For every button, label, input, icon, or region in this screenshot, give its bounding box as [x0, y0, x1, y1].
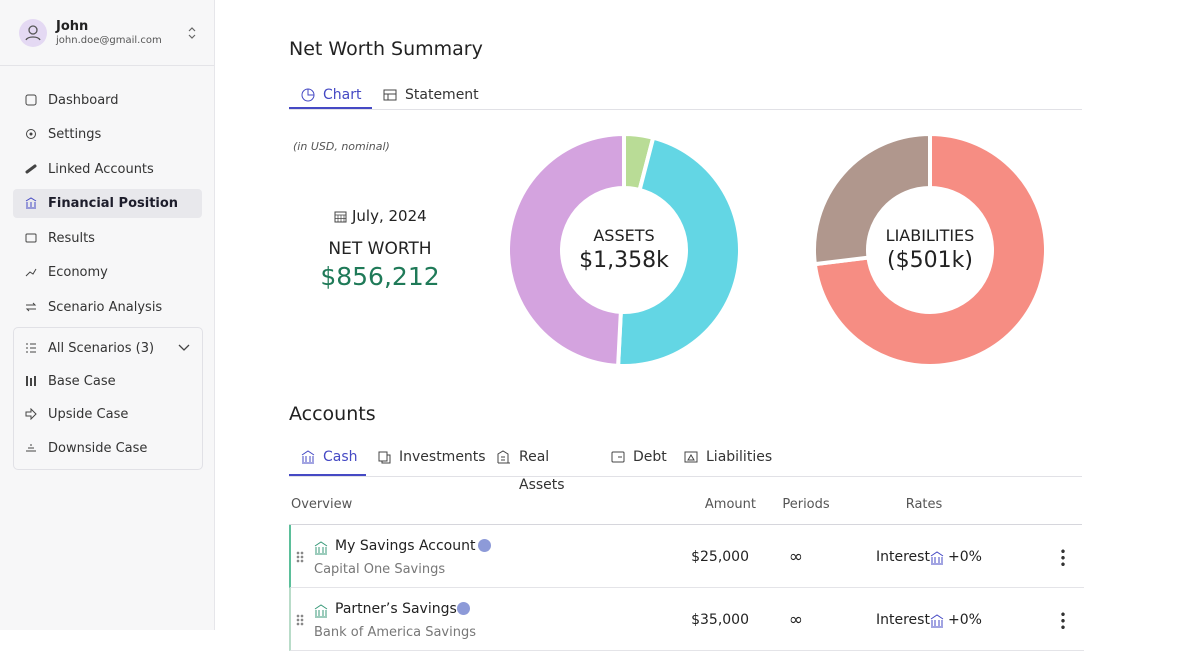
active-tab-underline — [289, 107, 372, 109]
periods: ∞ — [788, 547, 804, 567]
avatar — [19, 19, 47, 47]
nav-item[interactable]: Dashboard — [13, 86, 202, 115]
date: July, 2024 — [352, 207, 427, 225]
rate: +0% — [948, 549, 982, 565]
nav-label: Financial Position — [48, 196, 179, 211]
scenario-box — [13, 327, 203, 470]
currency-note: (in USD, nominal) — [293, 140, 390, 153]
account-name: My Savings Account — [335, 538, 476, 554]
nav-label: Linked Accounts — [48, 162, 154, 177]
active-tab-underline — [289, 474, 366, 476]
net-worth-label: NET WORTH — [328, 239, 432, 259]
donut-segment — [812, 131, 932, 267]
scenario-item[interactable]: Downside Case — [13, 434, 202, 463]
bank-icon — [314, 603, 328, 622]
account-name: Partner’s Savings — [335, 601, 457, 617]
scenario-label: Upside Case — [48, 407, 129, 422]
nav-label: Economy — [48, 265, 108, 280]
nav-item[interactable]: Economy — [13, 258, 202, 287]
nav-item[interactable]: Results — [13, 224, 202, 253]
column-header: Rates — [905, 497, 943, 512]
scenario-header[interactable]: All Scenarios (3) — [13, 334, 202, 363]
rate-icon — [930, 613, 944, 632]
liabilities-total: ($501k) — [887, 248, 973, 273]
bank-icon — [314, 540, 328, 559]
calendar-icon — [334, 211, 347, 223]
liabilities-label: LIABILITIES — [885, 226, 975, 245]
column-header: Periods — [782, 497, 830, 512]
donut-segment — [615, 135, 742, 368]
nav-label: Dashboard — [48, 93, 119, 108]
scenario-item[interactable]: Base Case — [13, 367, 202, 396]
rate-label: Interest — [876, 549, 930, 565]
assets-label: ASSETS — [593, 226, 655, 245]
amount: $35,000 — [691, 612, 749, 628]
row-menu[interactable] — [1061, 611, 1065, 629]
nav-item[interactable]: Financial Position — [13, 189, 202, 218]
nav-label: Settings — [48, 127, 102, 142]
tab-divider — [289, 476, 1082, 477]
institution: Capital One Savings — [314, 562, 446, 577]
nav-item[interactable]: Scenario Analysis — [13, 293, 202, 322]
donut-segment — [812, 131, 1048, 368]
expand-icon[interactable] — [178, 344, 190, 352]
row-menu[interactable] — [1061, 548, 1065, 566]
rate: +0% — [948, 612, 982, 628]
rate-label: Interest — [876, 612, 930, 628]
user-email[interactable]: john.doe@gmail.com — [56, 35, 162, 46]
tab-label: Cash — [323, 449, 358, 465]
summary-title: Net Worth Summary — [289, 38, 483, 60]
tab-label: Chart — [323, 87, 362, 103]
accounts-title: Accounts — [289, 403, 376, 425]
owner-icon — [478, 539, 491, 552]
nav-label: Scenario Analysis — [48, 300, 163, 315]
user-name: John — [56, 19, 89, 34]
nav-label: Results — [48, 231, 95, 246]
donut-charts — [506, 131, 1048, 368]
scenario-item[interactable]: Upside Case — [13, 400, 202, 429]
scenario-header-label: All Scenarios (3) — [48, 341, 155, 356]
tab-label: Statement — [405, 87, 479, 103]
scenario-label: Base Case — [48, 374, 116, 389]
institution: Bank of America Savings — [314, 625, 476, 640]
owner-icon — [457, 602, 470, 615]
amount: $25,000 — [691, 549, 749, 565]
scenario-label: Downside Case — [48, 441, 148, 456]
column-header: Overview — [291, 497, 353, 512]
assets-total: $1,358k — [579, 248, 669, 273]
tab-divider — [289, 109, 1082, 110]
sidebar: John john.doe@gmail.com Dashboard Settin… — [0, 0, 215, 630]
header-divider — [289, 524, 1082, 525]
divider — [0, 65, 214, 66]
nav-item[interactable]: Settings — [13, 120, 202, 149]
rate-icon — [930, 550, 944, 569]
tab-label: Real Assets — [519, 449, 565, 493]
tab-label: Liabilities — [706, 449, 773, 465]
periods: ∞ — [788, 610, 804, 630]
chevron[interactable] — [187, 27, 197, 39]
tab-label: Investments — [399, 449, 486, 465]
nav-item[interactable]: Linked Accounts — [13, 155, 202, 184]
drag-handle[interactable] — [296, 614, 304, 626]
drag-handle[interactable] — [296, 551, 304, 563]
column-header: Amount — [704, 497, 756, 512]
tab-label: Debt — [633, 449, 667, 465]
account-row[interactable] — [289, 525, 1084, 588]
donut-segment — [506, 131, 626, 368]
page: { "user": {"name": "John", "email": "joh… — [0, 0, 1084, 651]
net-worth-value: $856,212 — [320, 262, 440, 291]
